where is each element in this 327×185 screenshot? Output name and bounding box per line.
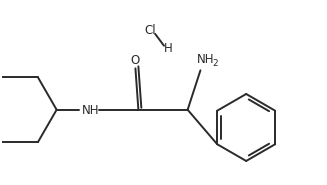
- Text: Cl: Cl: [144, 24, 156, 37]
- Text: H: H: [164, 42, 172, 55]
- Text: NH: NH: [82, 104, 100, 117]
- Text: 2: 2: [213, 59, 218, 68]
- Text: O: O: [131, 54, 140, 67]
- Text: NH: NH: [197, 53, 214, 66]
